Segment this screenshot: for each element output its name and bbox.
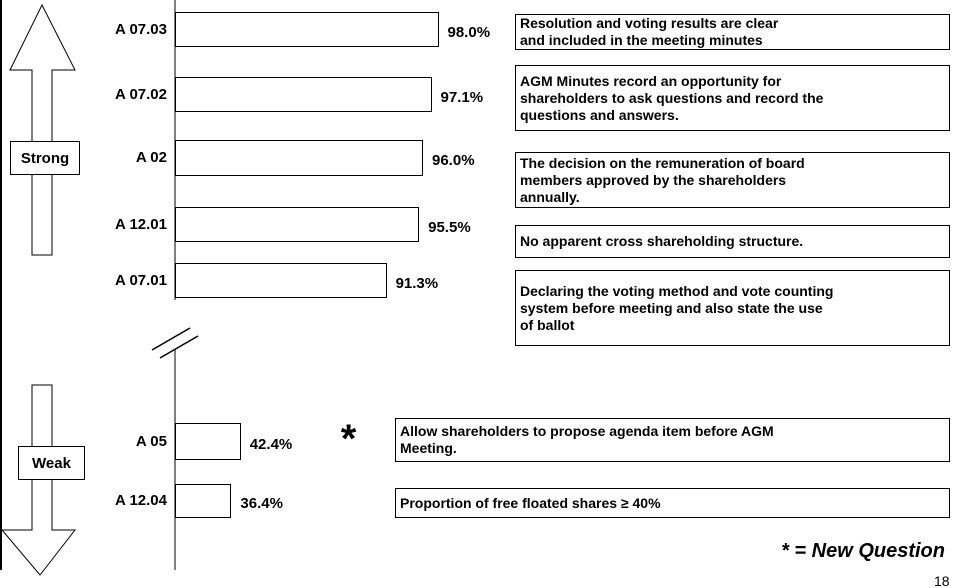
bar [175, 77, 432, 112]
bar [175, 12, 439, 47]
category-label: A 07.02 [115, 85, 167, 103]
description-line: Meeting. [400, 440, 457, 456]
bar [175, 263, 387, 298]
footnote: * = New Question [781, 540, 945, 562]
description-line: No apparent cross shareholding structure… [520, 233, 804, 249]
description-line: annually. [520, 188, 580, 205]
axis-break [151, 327, 191, 351]
value-label: 96.0% [432, 152, 475, 169]
value-label: 36.4% [240, 495, 283, 512]
description-line: questions and answers. [520, 106, 679, 123]
description-box: Allow shareholders to propose agenda ite… [395, 418, 950, 462]
category-label: A 07.03 [115, 20, 167, 38]
description-box: Resolution and voting results are clear a… [515, 14, 950, 50]
category-label: A 07.01 [115, 271, 167, 289]
description-box: The decision on the remuneration of boar… [515, 152, 950, 208]
description-line: and included in the meeting minutes [520, 32, 763, 48]
value-label: 42.4% [249, 435, 293, 453]
category-label: A 05 [135, 432, 167, 450]
description-box: No apparent cross shareholding structure… [515, 225, 950, 258]
description-box: Declaring the voting method and vote cou… [515, 270, 950, 346]
marker: * [340, 417, 357, 461]
strong-arrow [9, 3, 76, 256]
value-label: 91.3% [395, 274, 439, 292]
bar [175, 484, 232, 518]
axis-break [159, 335, 199, 359]
description-line: members approved by the shareholders [520, 171, 787, 188]
category-label: A 12.04 [115, 492, 167, 509]
value-label: 95.5% [428, 218, 471, 236]
weak-arrow [0, 384, 77, 576]
description-box: Proportion of free floated shares ≥ 40% [395, 488, 950, 518]
description-box: AGM Minutes record an opportunity for sha… [515, 65, 950, 131]
bar [175, 140, 423, 176]
value-label: 98.0% [447, 23, 491, 41]
category-label: A 12.01 [115, 215, 167, 233]
description-line: Declaring the voting method and vote cou… [520, 282, 834, 299]
bar [175, 423, 241, 460]
description-line: shareholders to ask questions and record… [520, 89, 824, 106]
description-line: of ballot [520, 316, 575, 333]
description-line: Allow shareholders to propose agenda ite… [400, 423, 774, 439]
description-line: AGM Minutes record an opportunity for [520, 72, 782, 89]
bar [175, 207, 420, 242]
description-line: Resolution and voting results are clear [520, 15, 779, 31]
description-line: system before meeting and also state the… [520, 299, 823, 316]
page-number: 18 [934, 573, 950, 588]
value-label: 97.1% [440, 88, 484, 106]
weak-label: Weak [18, 446, 85, 480]
description-line: Proportion of free floated shares ≥ 40% [400, 494, 661, 511]
strong-label: Strong [10, 141, 80, 175]
description-line: The decision on the remuneration of boar… [520, 154, 805, 171]
category-label: A 02 [135, 149, 167, 166]
